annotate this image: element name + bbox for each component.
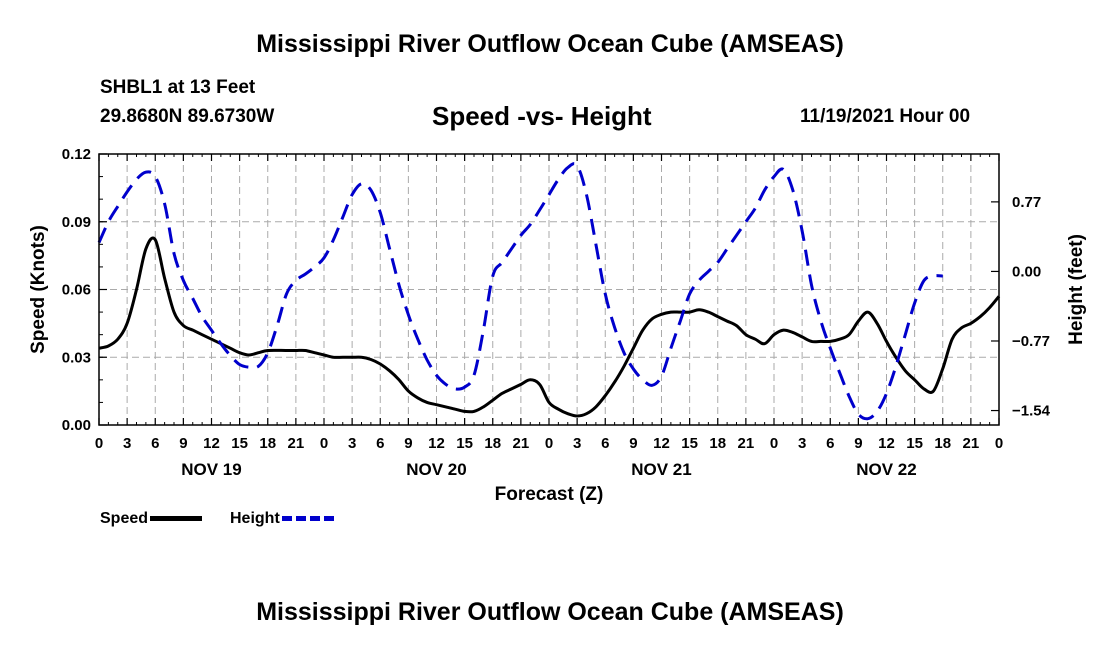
x-tick-label: 21 — [288, 435, 305, 452]
x-tick-label: 15 — [681, 435, 698, 452]
x-tick-label: 21 — [963, 435, 980, 452]
x-tick-label: 15 — [456, 435, 473, 452]
day-label: NOV 22 — [856, 460, 916, 479]
forecast-datetime: 11/19/2021 Hour 00 — [800, 106, 971, 127]
axis-ticks — [98, 153, 1000, 426]
y-left-tick-label: 0.00 — [62, 417, 91, 434]
y-right-tick-label: 0.00 — [1012, 263, 1041, 280]
x-tick-label: 0 — [320, 435, 328, 452]
day-label: NOV 19 — [181, 460, 241, 479]
y-left-axis-title: Speed (Knots) — [28, 225, 49, 354]
legend-swatch-speed — [150, 516, 203, 522]
series-line-speed — [98, 236, 1001, 418]
legend-label-speed: Speed — [100, 510, 149, 527]
x-tick-label: 21 — [513, 435, 530, 452]
x-axis-title: Forecast (Z) — [495, 484, 604, 505]
axis-labels: 0 3 6 9 12 15 18 21 0 3 6 9 12 15 18 21 0 3 6 9 12 15 18 21 0 3 6 9… — [28, 146, 1087, 505]
y-right-tick-label: −1.54 — [1012, 403, 1051, 420]
y-right-tick-label: −0.77 — [1012, 333, 1050, 350]
main-title: Mississippi River Outflow Ocean Cube (AM… — [256, 30, 844, 58]
x-tick-label: 18 — [259, 435, 276, 452]
x-tick-label: 3 — [348, 435, 356, 452]
series-line-height — [97, 162, 943, 421]
day-label: NOV 21 — [631, 460, 691, 479]
x-tick-label: 18 — [484, 435, 501, 452]
x-tick-label: 15 — [231, 435, 248, 452]
x-tick-label: 6 — [826, 435, 834, 452]
y-left-tick-label: 0.12 — [62, 146, 91, 163]
x-tick-label: 0 — [95, 435, 103, 452]
x-tick-label: 3 — [798, 435, 806, 452]
x-tick-label: 12 — [878, 435, 895, 452]
x-tick-label: 3 — [573, 435, 581, 452]
x-tick-label: 15 — [906, 435, 923, 452]
y-right-tick-label: 0.77 — [1012, 194, 1041, 211]
x-tick-label: 0 — [995, 435, 1003, 452]
x-tick-label: 6 — [601, 435, 609, 452]
legend-label-height: Height — [230, 510, 280, 527]
x-tick-label: 9 — [629, 435, 637, 452]
x-tick-label: 18 — [934, 435, 951, 452]
series-layer — [97, 162, 1001, 421]
legend-item-speed: Speed — [100, 510, 203, 528]
x-tick-label: 12 — [653, 435, 670, 452]
legend-item-height: Height — [230, 510, 334, 528]
x-tick-label: 18 — [709, 435, 726, 452]
chart-subtitle: Speed -vs- Height — [432, 101, 652, 131]
coordinates-label: 29.8680N 89.6730W — [100, 106, 275, 127]
bottom-title: Mississippi River Outflow Ocean Cube (AM… — [256, 598, 844, 626]
x-tick-label: 12 — [203, 435, 220, 452]
x-tick-label: 9 — [179, 435, 187, 452]
x-tick-label: 9 — [854, 435, 862, 452]
x-tick-label: 0 — [770, 435, 778, 452]
y-left-tick-label: 0.09 — [62, 214, 91, 231]
y-left-tick-label: 0.03 — [62, 349, 91, 366]
x-tick-label: 9 — [404, 435, 412, 452]
x-tick-label: 12 — [428, 435, 445, 452]
legend-swatch-height — [281, 516, 334, 522]
x-tick-label: 6 — [376, 435, 384, 452]
station-label: SHBL1 at 13 Feet — [100, 77, 256, 98]
y-left-tick-label: 0.06 — [62, 282, 91, 299]
y-right-axis-title: Height (feet) — [1066, 234, 1087, 345]
x-tick-label: 0 — [545, 435, 553, 452]
x-tick-label: 6 — [151, 435, 159, 452]
grid — [99, 154, 999, 425]
x-tick-label: 3 — [123, 435, 131, 452]
x-tick-label: 21 — [738, 435, 755, 452]
day-label: NOV 20 — [406, 460, 466, 479]
